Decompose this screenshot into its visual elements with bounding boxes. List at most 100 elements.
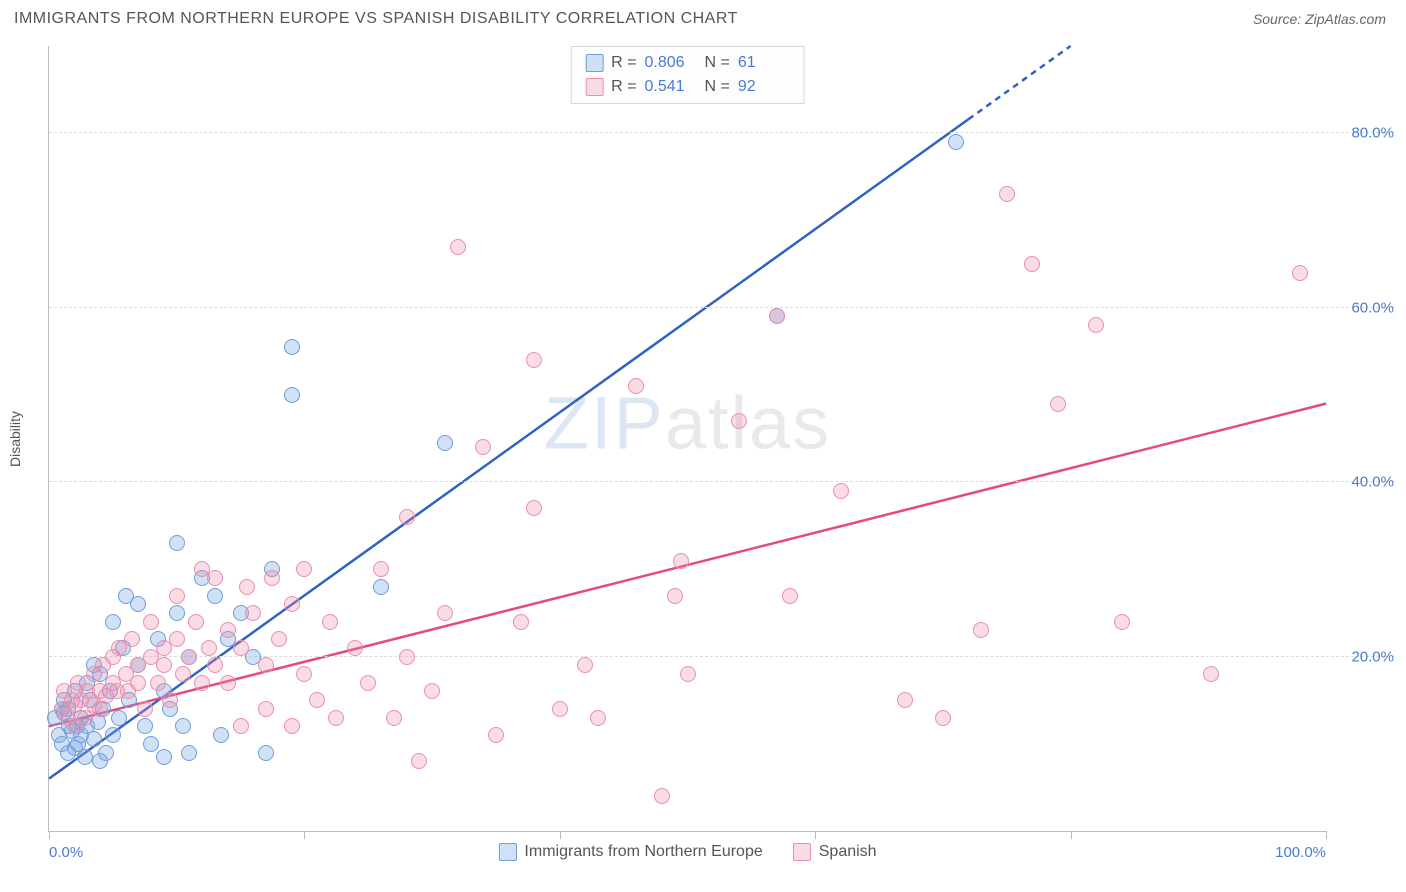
scatter-point-northern_europe [373,579,389,595]
scatter-point-spanish [233,718,249,734]
stats-row-northern-europe: R = 0.806 N = 61 [585,51,790,75]
scatter-point-northern_europe [130,596,146,612]
scatter-point-spanish [137,701,153,717]
scatter-point-spanish [999,186,1015,202]
legend: Immigrants from Northern Europe Spanish [498,843,876,861]
scatter-point-northern_europe [213,727,229,743]
scatter-point-spanish [130,675,146,691]
x-tick [1071,831,1072,839]
x-tick [1326,831,1327,839]
scatter-point-spanish [207,570,223,586]
scatter-point-spanish [782,588,798,604]
stats-row-spanish: R = 0.541 N = 92 [585,75,790,99]
y-axis-title: Disability [7,410,23,466]
scatter-point-spanish [1114,614,1130,630]
scatter-point-spanish [973,622,989,638]
scatter-point-spanish [654,788,670,804]
trend-line-northern_europe [968,46,1070,119]
scatter-point-spanish [175,666,191,682]
trend-lines-layer [49,46,1326,831]
scatter-point-northern_europe [111,710,127,726]
r-value-northern-europe: 0.806 [645,51,697,75]
scatter-point-northern_europe [156,749,172,765]
legend-label-northern-europe: Immigrants from Northern Europe [524,843,762,861]
scatter-point-spanish [897,692,913,708]
scatter-point-spanish [201,640,217,656]
scatter-point-spanish [322,614,338,630]
gridline-h [49,132,1394,133]
chart-title: IMMIGRANTS FROM NORTHERN EUROPE VS SPANI… [14,10,738,28]
x-tick [304,831,305,839]
scatter-point-spanish [833,483,849,499]
chart-source: Source: ZipAtlas.com [1253,11,1386,27]
scatter-point-spanish [188,614,204,630]
r-label: R = [611,75,636,99]
scatter-point-spanish [143,614,159,630]
scatter-point-spanish [526,352,542,368]
scatter-point-spanish [220,675,236,691]
scatter-point-spanish [328,710,344,726]
gridline-h [49,481,1394,482]
scatter-point-spanish [296,666,312,682]
gridline-h [49,307,1394,308]
scatter-point-northern_europe [143,736,159,752]
n-label: N = [705,75,730,99]
swatch-spanish [585,78,603,96]
scatter-point-spanish [935,710,951,726]
scatter-point-spanish [526,500,542,516]
scatter-point-spanish [162,692,178,708]
scatter-point-spanish [1292,265,1308,281]
scatter-point-northern_europe [86,731,102,747]
x-tick-label: 100.0% [1275,844,1326,861]
y-tick-label: 60.0% [1334,299,1394,316]
scatter-point-spanish [207,657,223,673]
scatter-point-northern_europe [169,605,185,621]
scatter-point-northern_europe [181,745,197,761]
scatter-point-spanish [309,692,325,708]
scatter-point-spanish [450,239,466,255]
scatter-point-spanish [150,675,166,691]
scatter-point-spanish [284,596,300,612]
r-value-spanish: 0.541 [645,75,697,99]
scatter-point-spanish [271,631,287,647]
scatter-point-spanish [169,588,185,604]
plot-area: ZIPatlas Disability R = 0.806 N = 61 R =… [48,46,1326,832]
scatter-point-northern_europe [105,614,121,630]
scatter-point-spanish [731,413,747,429]
scatter-point-spanish [194,675,210,691]
scatter-point-spanish [667,588,683,604]
y-tick-label: 40.0% [1334,474,1394,491]
scatter-point-spanish [680,666,696,682]
x-tick [49,831,50,839]
scatter-point-spanish [475,439,491,455]
scatter-point-northern_europe [98,745,114,761]
scatter-point-spanish [373,561,389,577]
scatter-point-spanish [673,553,689,569]
x-tick-label: 0.0% [49,844,83,861]
scatter-point-spanish [590,710,606,726]
scatter-point-spanish [258,657,274,673]
scatter-point-spanish [1088,317,1104,333]
scatter-point-spanish [1024,256,1040,272]
scatter-point-spanish [233,640,249,656]
scatter-point-spanish [1203,666,1219,682]
scatter-point-northern_europe [137,718,153,734]
swatch-northern-europe [585,54,603,72]
n-label: N = [705,51,730,75]
chart-header: IMMIGRANTS FROM NORTHERN EUROPE VS SPANI… [0,0,1406,34]
scatter-point-spanish [386,710,402,726]
chart-container: ZIPatlas Disability R = 0.806 N = 61 R =… [0,36,1406,892]
scatter-point-spanish [347,640,363,656]
scatter-point-spanish [245,605,261,621]
correlation-stats-box: R = 0.806 N = 61 R = 0.541 N = 92 [570,46,805,104]
scatter-point-spanish [258,701,274,717]
legend-item-spanish: Spanish [793,843,877,861]
scatter-point-northern_europe [284,339,300,355]
scatter-point-spanish [169,631,185,647]
scatter-point-northern_europe [258,745,274,761]
n-value-spanish: 92 [738,75,790,99]
scatter-point-spanish [284,718,300,734]
scatter-point-spanish [552,701,568,717]
scatter-point-spanish [513,614,529,630]
n-value-northern-europe: 61 [738,51,790,75]
